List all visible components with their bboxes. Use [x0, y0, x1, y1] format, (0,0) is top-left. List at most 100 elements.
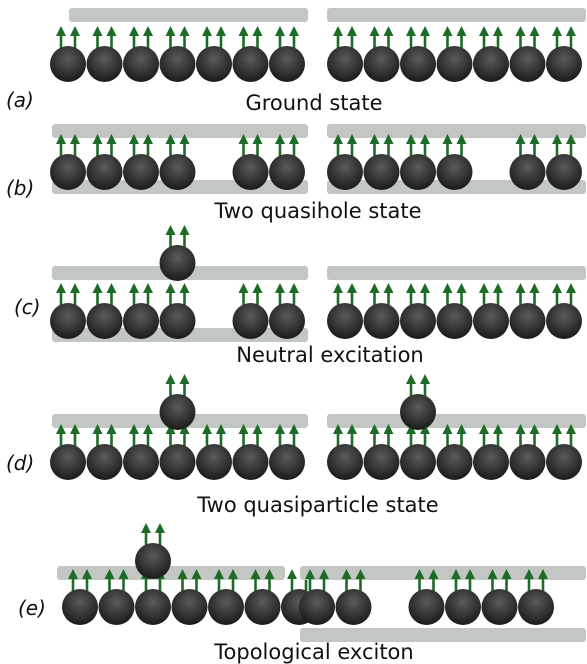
- panel-c-sub1-site-2-arrow-left-head: [92, 283, 103, 293]
- panel-d-sub1-site-2-arrow-right-head: [106, 424, 117, 434]
- panel-c-sub2-site-6-arrow-left-head: [515, 283, 526, 293]
- panel-b-sub2-site-1-arrow-right-head: [347, 134, 357, 144]
- panel-b-sub1-site-2-arrow-right-head: [106, 134, 117, 144]
- panel-c-sub1-site-1-sphere: [50, 303, 86, 339]
- panel-a-sub1-site-5-arrow-left-head: [202, 26, 212, 36]
- panel-d-sub1-site-3-arrow-left-head: [129, 424, 139, 434]
- panel-c-sub2-site-7-sphere: [546, 303, 582, 339]
- panel-label-c: (c): [14, 295, 41, 319]
- panel-d-sub2-site-6-arrow-right-head: [529, 424, 540, 434]
- panel-a-sub2-site-6-arrow-left-head: [515, 26, 526, 36]
- panel-b-sub2-site-4-arrow-right-head: [456, 134, 467, 144]
- panel-b-sub2-site-4-arrow-left-head: [442, 134, 453, 144]
- panel-c-sub2-site-7-arrow-right-head: [566, 283, 576, 293]
- panel-d-sub1-site-2-arrow-left-head: [92, 424, 103, 434]
- panel-e-sub2-site-4-arrow-right-head: [428, 569, 439, 579]
- panel-d-sub2-site-3-arrow-right-head: [420, 424, 430, 434]
- panel-c-sub2-site-6-sphere: [509, 303, 546, 339]
- caption-a: Ground state: [245, 91, 383, 115]
- panel-d-sub2-lifted-particle-arrow-right-head: [420, 374, 430, 384]
- panel-b-sub2-site-1-sphere: [327, 154, 363, 190]
- panel-c-sub1-site-4-sphere: [159, 303, 196, 339]
- panel-a-sub2-site-4-arrow-left-head: [442, 26, 453, 36]
- caption-d: Two quasiparticle state: [197, 493, 439, 517]
- panel-c-sub2-site-1-sphere: [327, 303, 363, 339]
- panel-e-sub1-site-6-arrow-right-head: [264, 569, 275, 579]
- caption-c: Neutral excitation: [236, 343, 424, 367]
- panel-c-sub1-site-4-arrow-left-head: [165, 283, 176, 293]
- panel-e-sub1-site-3-sphere: [135, 589, 171, 625]
- panel-b-sub2-site-2-arrow-right-head: [383, 134, 394, 144]
- panel-d-sub2-site-4-arrow-right-head: [456, 424, 467, 434]
- panel-a-sub1-site-6-arrow-left-head: [238, 26, 249, 36]
- panel-c-sub1-site-7-arrow-right-head: [289, 283, 299, 293]
- panel-e-sub2-site-2-arrow-right-head: [355, 569, 366, 579]
- panel-d-sub2-site-7-arrow-right-head: [566, 424, 576, 434]
- panel-d-sub1-site-7-arrow-left-head: [275, 424, 285, 434]
- panel-d-sub1-site-1-sphere: [50, 444, 86, 480]
- panel-b-sub1-site-1-arrow-right-head: [70, 134, 80, 144]
- panel-b-sub2-site-6-arrow-right-head: [529, 134, 540, 144]
- panel-d-sub2-site-6-sphere: [509, 444, 546, 480]
- panel-d-sub1-site-4-arrow-right-head: [179, 424, 190, 434]
- panel-a-sub1-site-5-arrow-right-head: [216, 26, 226, 36]
- panel-b-sub2-site-6-sphere: [509, 154, 546, 190]
- panel-d-sub2-site-1-arrow-left-head: [333, 424, 343, 434]
- panel-a-sub2-site-5-arrow-right-head: [493, 26, 503, 36]
- panel-b-sub1-site-3-sphere: [123, 154, 159, 190]
- panel-b-sub1-site-6-sphere: [232, 154, 269, 190]
- panel-e-sub1-site-7-arrow-left-head: [287, 569, 297, 579]
- panel-e-sub2-site-4-arrow-left-head: [414, 569, 425, 579]
- panel-e-sub2-site-7-sphere: [518, 589, 554, 625]
- panel-c-sub1-site-3-arrow-left-head: [129, 283, 139, 293]
- panel-c-sub2-site-2-arrow-left-head: [369, 283, 380, 293]
- panel-d-sub2-site-7-arrow-left-head: [552, 424, 562, 434]
- panel-e-sub2-site-6-sphere: [481, 589, 518, 625]
- panel-b-sub1-site-2-sphere: [86, 154, 123, 190]
- panel-d-sub2-site-5-sphere: [473, 444, 509, 480]
- panel-a-sub1-site-1-arrow-right-head: [70, 26, 80, 36]
- panel-c-sub1-site-1-arrow-right-head: [70, 283, 80, 293]
- panel-b-sub1-site-6-arrow-right-head: [252, 134, 263, 144]
- panel-c-sub2-site-1-arrow-left-head: [333, 283, 343, 293]
- panel-b-sub2-site-4-sphere: [436, 154, 473, 190]
- panel-d-sub1-site-5-arrow-left-head: [202, 424, 212, 434]
- panel-a-sub2-site-2-arrow-left-head: [369, 26, 380, 36]
- panel-a-sub1-site-3-arrow-right-head: [143, 26, 153, 36]
- panel-b-sub1-site-3-arrow-right-head: [143, 134, 153, 144]
- panel-a-sub2-site-2-sphere: [363, 46, 400, 82]
- panel-d-sub1-site-5-sphere: [196, 444, 232, 480]
- panel-a-sub1-site-7-sphere: [269, 46, 305, 82]
- panel-e-sub2-site-4-sphere: [408, 589, 445, 625]
- panel-d-sub2-site-1-sphere: [327, 444, 363, 480]
- panel-c-sub2-site-1-arrow-right-head: [347, 283, 357, 293]
- panel-e-sub1-site-5-arrow-left-head: [214, 569, 224, 579]
- panel-e-sub2-site-5-sphere: [445, 589, 481, 625]
- panel-b-sub2-site-2-sphere: [363, 154, 400, 190]
- panel-a-sub2-upper-bar: [327, 8, 586, 22]
- panel-b-sub2-site-3-sphere: [400, 154, 436, 190]
- panel-d-sub2-site-2-arrow-right-head: [383, 424, 394, 434]
- panel-b-sub2-site-7-arrow-left-head: [552, 134, 562, 144]
- panel-d-sub2-site-2-arrow-left-head: [369, 424, 380, 434]
- panel-b-sub2-site-6-arrow-left-head: [515, 134, 526, 144]
- panel-e-sub2-site-7-arrow-right-head: [538, 569, 548, 579]
- panel-a-sub1-site-2-sphere: [86, 46, 123, 82]
- panel-c-sub1-site-7-arrow-left-head: [275, 283, 285, 293]
- panel-c-sub1-site-4-arrow-right-head: [179, 283, 190, 293]
- panel-c-sub2-site-7-arrow-left-head: [552, 283, 562, 293]
- panel-c-sub1-lifted-particle-arrow-right-head: [179, 225, 190, 235]
- panel-b-sub2-site-7-sphere: [546, 154, 582, 190]
- panel-e-sub1-upper-bar: [57, 566, 285, 580]
- panel-c-sub2-site-4-sphere: [436, 303, 473, 339]
- panel-a-sub2-site-1-arrow-left-head: [333, 26, 343, 36]
- panel-a-sub1-site-7-arrow-right-head: [289, 26, 299, 36]
- panel-a-sub2-site-1-sphere: [327, 46, 363, 82]
- panel-d-sub2-lifted-particle-sphere: [400, 394, 436, 430]
- panel-e-sub1-site-1-sphere: [62, 589, 98, 625]
- panel-d-sub1-lifted-particle-arrow-left-head: [165, 374, 176, 384]
- panel-e-sub1-site-6-sphere: [244, 589, 281, 625]
- panel-d-sub1-site-6-sphere: [232, 444, 269, 480]
- panel-d-sub1-site-2-sphere: [86, 444, 123, 480]
